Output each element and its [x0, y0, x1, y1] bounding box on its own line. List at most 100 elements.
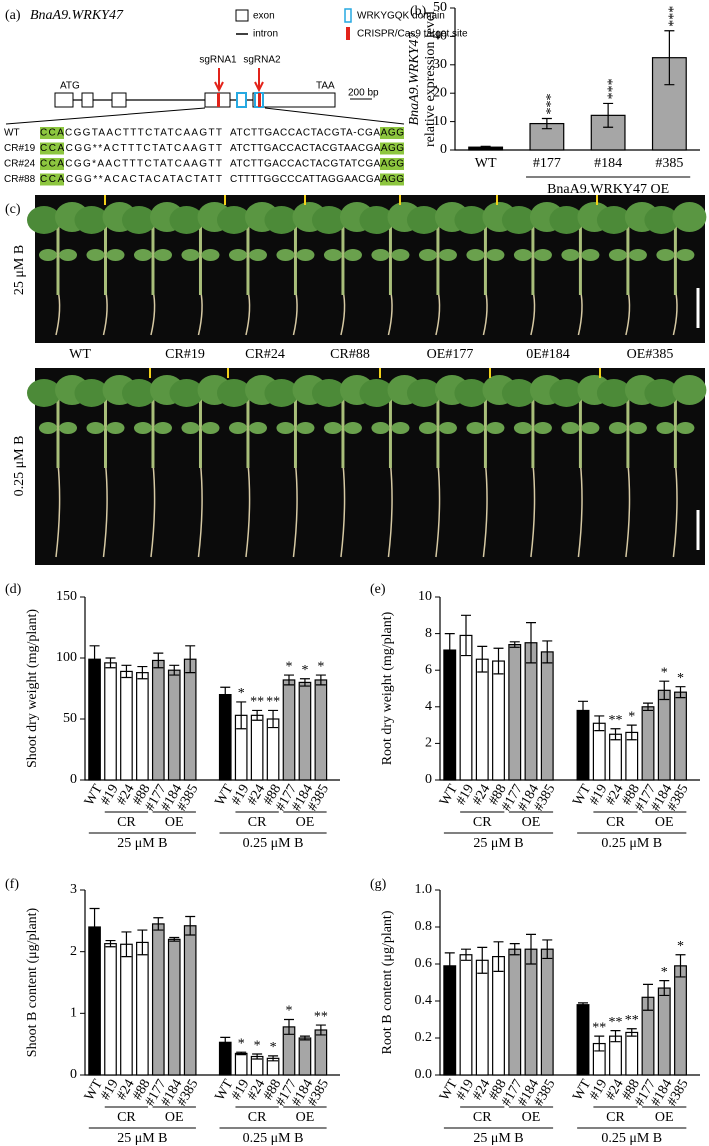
error-bar [220, 1036, 231, 1048]
significance: * [661, 965, 668, 980]
panel-label: (c) [5, 202, 21, 217]
error-bar [268, 709, 279, 729]
cotyledon [153, 422, 172, 434]
significance: * [286, 1004, 293, 1019]
y-tick-label: 0 [70, 1067, 77, 1082]
error-bar [664, 30, 675, 86]
bar [183, 925, 197, 1076]
subgroup-label: CR [473, 815, 492, 830]
cotyledon [181, 249, 200, 261]
error-bar [461, 614, 471, 657]
cotyledon [391, 249, 410, 261]
y-axis-label: Root B content (μg/plant) [380, 910, 395, 1054]
cotyledon [513, 249, 532, 261]
bar [674, 691, 687, 781]
bar [234, 1052, 248, 1076]
leaf [27, 206, 61, 234]
error-bar [480, 145, 491, 149]
highlight [40, 158, 64, 170]
y-tick-label: 10 [418, 589, 432, 604]
error-bar [89, 645, 100, 674]
root [387, 462, 393, 558]
bar [298, 1037, 312, 1076]
bar [641, 706, 655, 781]
error-bar [493, 941, 504, 972]
error-bar [252, 1053, 263, 1060]
error-bar [315, 1024, 326, 1036]
significance: ** [609, 713, 623, 728]
error-bar [509, 943, 520, 956]
cotyledon [438, 422, 457, 434]
cotyledon [228, 249, 247, 261]
cotyledon [676, 249, 695, 261]
subgroup-label: OE [296, 1110, 315, 1125]
y-tick-label: 8 [425, 626, 432, 641]
error-bar [461, 948, 471, 961]
line-label: WT [69, 347, 91, 362]
bar [625, 1031, 639, 1076]
bar [540, 651, 554, 781]
bar [443, 649, 457, 781]
y-tick-label: 0.2 [415, 1030, 433, 1045]
significance: ** [625, 1013, 639, 1028]
leaf [549, 206, 584, 234]
leaf [549, 379, 584, 407]
cotyledon [153, 249, 172, 261]
bar [540, 948, 554, 1076]
error-bar [477, 645, 488, 673]
sequence: CTTTTGGCCCATTAGGAACGAAGG [230, 174, 404, 185]
leaf [672, 375, 707, 405]
significance: ** [314, 1009, 328, 1024]
highlight [40, 173, 64, 186]
error-bar [315, 674, 326, 686]
error-bar [594, 1035, 605, 1052]
gene-name: BnaA9.WRKY47 [30, 8, 124, 23]
cotyledon [228, 422, 247, 434]
highlight [380, 173, 404, 186]
cotyledon [201, 422, 220, 434]
legend-label: intron [253, 29, 278, 40]
cotyledon [438, 249, 457, 261]
exons [54, 92, 336, 108]
y-axis-label: Root dry weight (mg/plant) [380, 611, 395, 765]
subgroup-label: CR [248, 1110, 267, 1125]
scale-label: 200 bp [348, 88, 379, 99]
leaf [501, 379, 536, 407]
highlight [40, 127, 64, 139]
bar [88, 926, 101, 1076]
error-bar [268, 1055, 279, 1062]
root [150, 462, 156, 558]
line-label: 0E#184 [526, 347, 570, 362]
line-label: OE#385 [627, 347, 674, 362]
significance: ** [592, 1020, 606, 1035]
leaf [169, 379, 204, 407]
error-bar [121, 664, 132, 679]
error-bar [526, 622, 536, 664]
cotyledon [59, 249, 77, 261]
y-tick-label: 30 [433, 57, 447, 72]
leaf [264, 206, 299, 234]
leaf [454, 379, 489, 407]
error-bar [105, 657, 116, 669]
highlight [380, 158, 404, 170]
x-tick-label: #385 [655, 156, 683, 171]
y-tick-label: 1 [70, 1006, 77, 1021]
subgroup-label: OE [165, 1110, 184, 1125]
y-tick-label: 100 [56, 650, 77, 665]
significance: * [677, 671, 684, 686]
bar [508, 948, 522, 1076]
cotyledon [296, 249, 315, 261]
cotyledon [371, 422, 390, 434]
leaf [74, 379, 109, 407]
cotyledon [581, 249, 600, 261]
root [530, 462, 536, 558]
target-site [217, 93, 220, 107]
line-label: CR#88 [330, 347, 370, 362]
condition-label: 0.25 μM B [12, 436, 27, 497]
root [197, 462, 203, 558]
error-bar [236, 701, 247, 730]
error-bar [578, 1002, 588, 1008]
line-label: CR#19 [165, 347, 205, 362]
sequence: CCACGGTAACTTTCTATCAAGTT [40, 128, 222, 139]
highlight [380, 127, 404, 139]
